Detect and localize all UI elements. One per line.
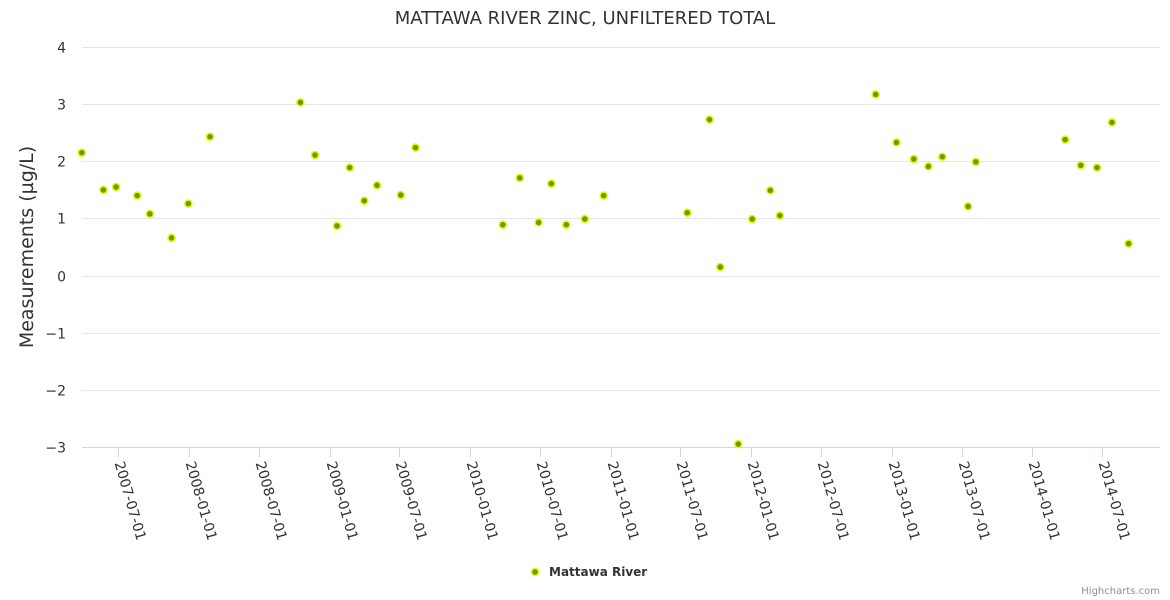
data-point[interactable] (205, 132, 215, 141)
chart-title: MATTAWA RIVER ZINC, UNFILTERED TOTAL (395, 8, 776, 29)
y-tick-label: −1 (45, 327, 66, 343)
data-point[interactable] (1092, 163, 1102, 172)
data-point[interactable] (396, 190, 406, 200)
y-axis-ticks: 4 3 2 1 0 −1 −2 −3 (45, 41, 66, 457)
data-point[interactable] (345, 163, 354, 172)
data-point[interactable] (167, 233, 176, 243)
x-tick-label: 2008-01-01 (182, 460, 220, 543)
data-point[interactable] (716, 262, 725, 272)
data-points (77, 90, 1133, 449)
data-point[interactable] (682, 208, 692, 217)
legend-symbol (530, 567, 540, 577)
data-point[interactable] (909, 154, 919, 164)
data-point[interactable] (938, 152, 947, 161)
data-point[interactable] (1107, 118, 1117, 127)
y-tick-label: 1 (57, 212, 66, 228)
data-point[interactable] (296, 98, 305, 107)
data-point[interactable] (1060, 135, 1070, 144)
data-point[interactable] (766, 186, 775, 195)
data-point[interactable] (77, 148, 87, 157)
data-point[interactable] (1124, 239, 1133, 248)
credits-link[interactable]: Highcharts.com (1081, 586, 1160, 597)
data-point[interactable] (145, 209, 155, 219)
y-tick-label: 3 (57, 98, 66, 114)
data-point[interactable] (734, 439, 743, 449)
data-point[interactable] (871, 90, 880, 99)
data-point[interactable] (310, 150, 320, 160)
data-point[interactable] (515, 173, 525, 183)
data-point[interactable] (372, 181, 382, 190)
y-tick-label: −3 (45, 441, 66, 457)
x-tick-label: 2011-07-01 (673, 460, 711, 543)
data-point[interactable] (111, 182, 121, 192)
x-tick-label: 2012-01-01 (744, 460, 782, 543)
gridlines (82, 47, 1160, 391)
data-point[interactable] (971, 157, 981, 167)
data-point[interactable] (411, 143, 420, 152)
data-point[interactable] (360, 196, 369, 205)
x-tick-label: 2010-01-01 (463, 460, 501, 543)
data-point[interactable] (132, 191, 142, 200)
y-tick-label: −2 (45, 384, 66, 400)
x-tick-label: 2014-07-01 (1095, 460, 1133, 543)
data-point[interactable] (99, 185, 108, 195)
legend-label[interactable]: Mattawa River (549, 565, 647, 579)
data-point[interactable] (184, 199, 193, 208)
x-tick-label: 2013-07-01 (955, 460, 993, 543)
y-tick-label: 4 (57, 41, 66, 57)
x-tick-label: 2013-01-01 (885, 460, 923, 543)
data-point[interactable] (963, 202, 973, 211)
x-tick-label: 2008-07-01 (252, 460, 290, 543)
data-point[interactable] (599, 191, 608, 200)
data-point[interactable] (562, 220, 571, 229)
data-point[interactable] (747, 214, 757, 224)
data-point[interactable] (534, 218, 543, 227)
data-point[interactable] (924, 162, 933, 171)
y-tick-label: 0 (57, 270, 66, 286)
data-point[interactable] (498, 220, 508, 229)
legend[interactable]: Mattawa River (530, 565, 648, 579)
data-point[interactable] (775, 211, 785, 220)
x-tick-label: 2009-01-01 (323, 460, 361, 543)
data-point[interactable] (332, 221, 342, 231)
data-point[interactable] (547, 179, 556, 188)
data-point[interactable] (1076, 161, 1086, 170)
x-tick-label: 2007-07-01 (111, 460, 149, 543)
x-axis: 2007-07-01 2008-01-01 2008-07-01 2009-01-01… (82, 447, 1160, 542)
x-tick-label: 2009-07-01 (392, 460, 430, 543)
data-point[interactable] (892, 138, 901, 147)
x-tick-label: 2014-01-01 (1025, 460, 1063, 543)
x-tick-label: 2010-07-01 (533, 460, 571, 543)
y-tick-label: 2 (57, 155, 66, 171)
y-axis-label: Measurements (µg/L) (16, 146, 38, 348)
x-tick-label: 2012-07-01 (814, 460, 852, 543)
x-tick-label: 2011-01-01 (604, 460, 642, 543)
data-point[interactable] (705, 115, 714, 124)
data-point[interactable] (580, 214, 590, 224)
